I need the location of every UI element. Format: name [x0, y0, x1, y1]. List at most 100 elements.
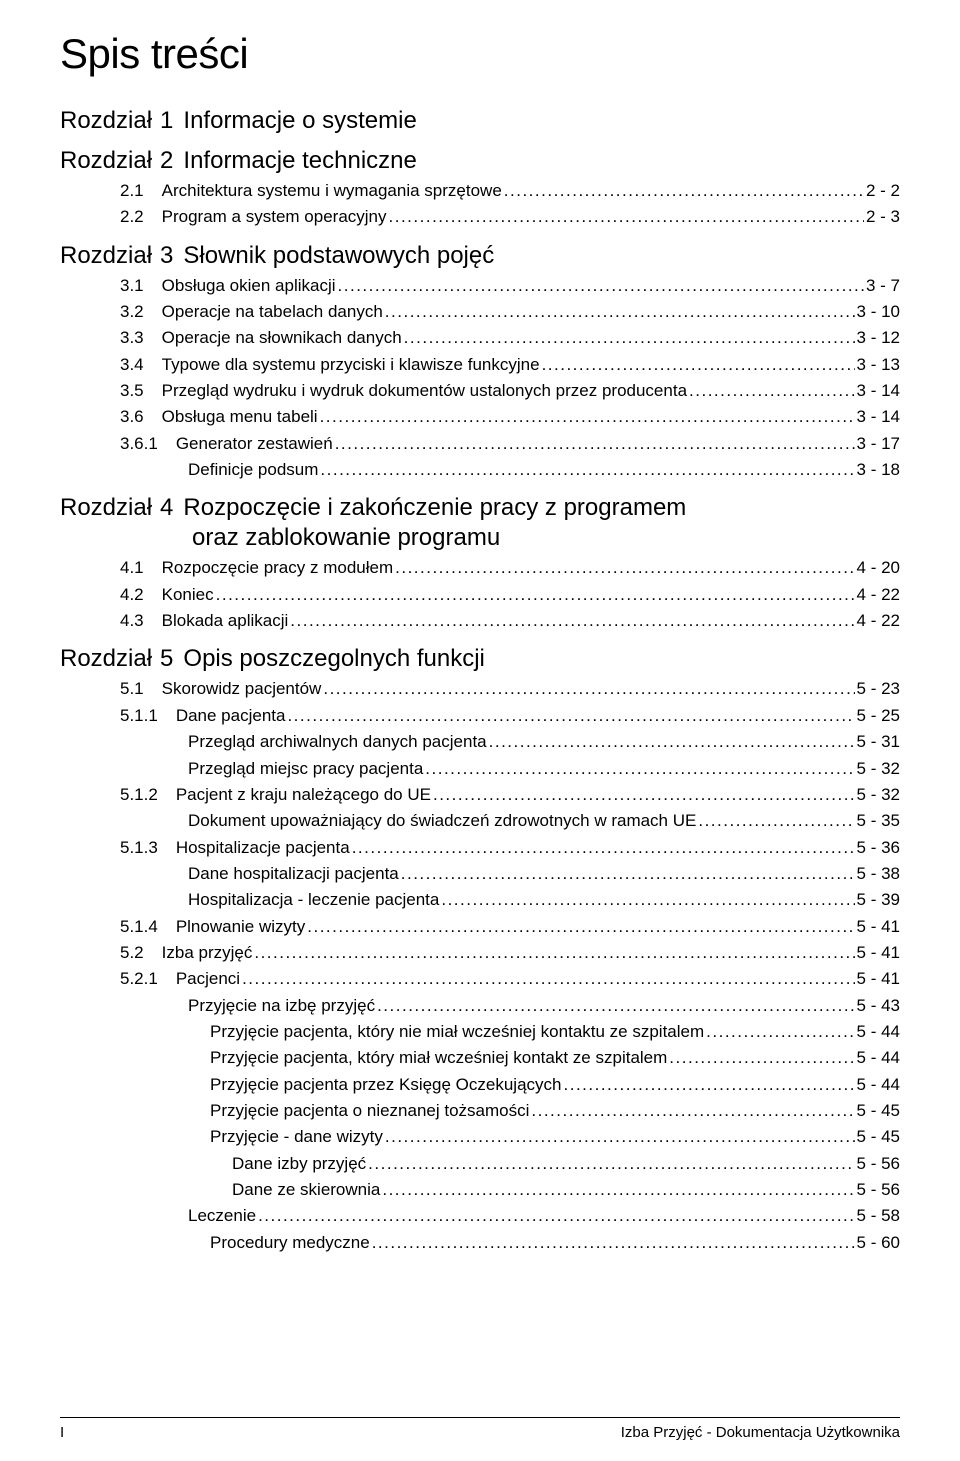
entry-title: Przegląd wydruku i wydruk dokumentów ust… [162, 378, 687, 404]
entry-title: Procedury medyczne [210, 1230, 370, 1256]
dot-leader: ........................................… [254, 940, 854, 966]
entry-title: Przyjęcie pacjenta przez Księgę Oczekują… [210, 1072, 562, 1098]
entry-number: 4.3 [120, 608, 144, 634]
toc-entry[interactable]: 3.3Operacje na słownikach danych........… [120, 325, 900, 351]
chapter-title: Słownik podstawowych pojęć [183, 241, 494, 271]
entry-title: Pacjent z kraju należącego do UE [176, 782, 431, 808]
entry-page: 5 - 25 [857, 703, 900, 729]
entry-page: 4 - 22 [857, 582, 900, 608]
toc-entry[interactable]: 5.1.3Hospitalizacje pacjenta............… [120, 835, 900, 861]
toc-entry[interactable]: Przyjęcie pacjenta, który nie miał wcześ… [210, 1019, 900, 1045]
entry-page: 4 - 22 [857, 608, 900, 634]
toc-entry[interactable]: 3.6 Obsługa menu tabeli..................… [120, 404, 900, 430]
entry-title: Obsługa menu tabeli [162, 404, 318, 430]
toc-entry[interactable]: 3.4Typowe dla systemu przyciski i klawis… [120, 352, 900, 378]
entry-title: Przyjęcie pacjenta o nieznanej tożsamośc… [210, 1098, 529, 1124]
toc-entry[interactable]: 4.2Koniec...............................… [120, 582, 900, 608]
entry-title: Przyjęcie na izbę przyjęć [188, 993, 375, 1019]
entry-number: 3.2 [120, 299, 144, 325]
toc-entry[interactable]: 5.2Izba przyjęć.........................… [120, 940, 900, 966]
toc-entry[interactable]: 2.1Architektura systemu i wymagania sprz… [120, 178, 900, 204]
entry-page: 3 - 14 [857, 378, 900, 404]
toc-entry[interactable]: 3.5 Przegląd wydruku i wydruk dokumentów … [120, 378, 900, 404]
toc-entry[interactable]: Przyjęcie pacjenta o nieznanej tożsamośc… [210, 1098, 900, 1124]
entry-title: Dokument upoważniający do świadczeń zdro… [188, 808, 696, 834]
entry-page: 5 - 44 [857, 1072, 900, 1098]
entry-page: 2 - 2 [866, 178, 900, 204]
entry-number: 2.2 [120, 204, 144, 230]
entry-title: Przegląd archiwalnych danych pacjenta [188, 729, 487, 755]
toc-entry[interactable]: 5.1.2Pacjent z kraju należącego do UE...… [120, 782, 900, 808]
chapter-heading: Rozdział1Informacje o systemie [60, 106, 900, 136]
chapter-heading: Rozdział3Słownik podstawowych pojęć [60, 241, 900, 271]
entry-page: 5 - 32 [857, 782, 900, 808]
entry-page: 5 - 43 [857, 993, 900, 1019]
entry-title: Plnowanie wizyty [176, 914, 305, 940]
toc-entry[interactable]: 5.2.1Pacjenci...........................… [120, 966, 900, 992]
toc-entry[interactable]: Dane ze skierownia......................… [232, 1177, 900, 1203]
dot-leader: ........................................… [216, 582, 855, 608]
entry-page: 5 - 23 [857, 676, 900, 702]
footer-page-num: I [60, 1424, 64, 1441]
entry-page: 5 - 56 [857, 1177, 900, 1203]
entry-title: Typowe dla systemu przyciski i klawisze … [162, 352, 540, 378]
toc-entry[interactable]: 4.1Rozpoczęcie pracy z modułem..........… [120, 555, 900, 581]
dot-leader: ........................................… [698, 808, 854, 834]
dot-leader: ........................................… [395, 555, 854, 581]
chapter-number: 3 [160, 242, 173, 270]
entry-number: 3.3 [120, 325, 144, 351]
toc-entry[interactable]: 5.1.4Plnowanie wizyty...................… [120, 914, 900, 940]
entry-page: 5 - 36 [857, 835, 900, 861]
dot-leader: ........................................… [320, 404, 855, 430]
entry-number: 3.5 [120, 378, 144, 404]
chapter-word: Rozdział [60, 494, 152, 522]
toc-entry[interactable]: 5.1Skorowidz pacjentów..................… [120, 676, 900, 702]
entry-page: 5 - 39 [857, 887, 900, 913]
toc-entry[interactable]: Procedury medyczne......................… [210, 1230, 900, 1256]
toc-entry[interactable]: 3.2Operacje na tabelach danych..........… [120, 299, 900, 325]
toc-entry[interactable]: Przyjęcie na izbę przyjęć...............… [188, 993, 900, 1019]
toc-entry[interactable]: Przyjęcie pacjenta, który miał wcześniej… [210, 1045, 900, 1071]
dot-leader: ........................................… [425, 756, 854, 782]
entry-number: 2.1 [120, 178, 144, 204]
page-title: Spis treści [60, 30, 900, 78]
entry-page: 5 - 45 [857, 1124, 900, 1150]
toc-entry[interactable]: Dane izby przyjęć.......................… [232, 1151, 900, 1177]
toc-entry[interactable]: 5.1.1Dane pacjenta......................… [120, 703, 900, 729]
entry-number: 4.2 [120, 582, 144, 608]
dot-leader: ........................................… [352, 835, 855, 861]
chapter-word: Rozdział [60, 107, 152, 135]
toc-entry[interactable]: 3.6.1Generator zestawień................… [120, 431, 900, 457]
toc-entry[interactable]: 2.2Program a system operacyjny..........… [120, 204, 900, 230]
chapter-title: Informacje techniczne [183, 146, 416, 176]
entry-page: 5 - 38 [857, 861, 900, 887]
toc-entry[interactable]: Hospitalizacja - leczenie pacjenta......… [188, 887, 900, 913]
toc-entry[interactable]: Przegląd archiwalnych danych pacjenta...… [188, 729, 900, 755]
toc-entry[interactable]: Przyjęcie - dane wizyty.................… [210, 1124, 900, 1150]
entry-number: 5.1.3 [120, 835, 158, 861]
toc-entry[interactable]: 3.1Obsługa okien aplikacji..............… [120, 273, 900, 299]
toc-entry[interactable]: Leczenie................................… [188, 1203, 900, 1229]
entry-page: 5 - 44 [857, 1019, 900, 1045]
entry-title: Program a system operacyjny [162, 204, 387, 230]
toc-entry[interactable]: 4.3Blokada aplikacji....................… [120, 608, 900, 634]
toc-entry[interactable]: Przyjęcie pacjenta przez Księgę Oczekują… [210, 1072, 900, 1098]
toc-entry[interactable]: Definicje podsum........................… [188, 457, 900, 483]
entry-page: 5 - 44 [857, 1045, 900, 1071]
toc-entry[interactable]: Dane hospitalizacji pacjenta............… [188, 861, 900, 887]
toc-entry[interactable]: Przegląd miejsc pracy pacjenta..........… [188, 756, 900, 782]
entry-page: 3 - 18 [857, 457, 900, 483]
dot-leader: ........................................… [542, 352, 855, 378]
entry-number: 3.6 [120, 404, 144, 430]
dot-leader: ........................................… [335, 431, 855, 457]
entry-title: Pacjenci [176, 966, 240, 992]
chapter-word: Rozdział [60, 645, 152, 673]
dot-leader: ........................................… [320, 457, 854, 483]
chapter-title: Rozpoczęcie i zakończenie pracy z progra… [183, 493, 686, 523]
toc-entry[interactable]: Dokument upoważniający do świadczeń zdro… [188, 808, 900, 834]
entry-title: Blokada aplikacji [162, 608, 289, 634]
entry-title: Obsługa okien aplikacji [162, 273, 336, 299]
entry-title: Dane ze skierownia [232, 1177, 380, 1203]
dot-leader: ........................................… [372, 1230, 855, 1256]
entry-page: 3 - 7 [866, 273, 900, 299]
